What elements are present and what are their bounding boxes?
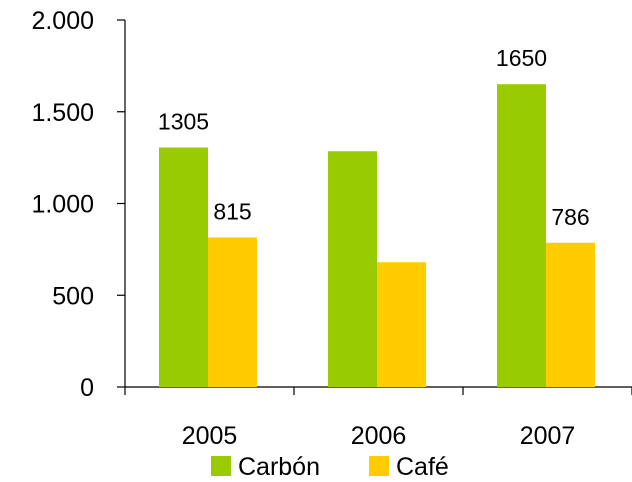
- y-tick-label: 2.000: [31, 7, 94, 35]
- legend-label: Café: [396, 453, 449, 481]
- bar-caf--2006: [377, 262, 426, 387]
- data-label: 1650: [496, 45, 547, 71]
- bar-carb-n-2005: [159, 147, 208, 387]
- data-label: 1305: [158, 109, 209, 135]
- bar-carb-n-2006: [328, 151, 377, 387]
- x-tick-label: 2006: [351, 422, 407, 450]
- data-label: 786: [551, 204, 589, 230]
- data-label: 815: [213, 198, 251, 224]
- legend-swatch: [369, 456, 389, 476]
- legend-label: Carbón: [238, 453, 320, 481]
- y-tick-label: 500: [52, 282, 94, 310]
- y-tick-label: 1.500: [31, 99, 94, 127]
- data-labels: 1305 1650 815 786: [158, 45, 590, 230]
- y-tick-label: 0: [80, 374, 94, 402]
- x-tick-label: 2007: [520, 422, 576, 450]
- x-axis-ticks: 2005 2006 2007: [124, 387, 632, 450]
- legend-swatch: [211, 456, 231, 476]
- x-tick-label: 2005: [182, 422, 238, 450]
- y-axis-ticks: 0 500 1.000 1.500 2.000: [31, 7, 125, 402]
- bar-caf--2007: [546, 242, 595, 387]
- bars: [159, 84, 595, 387]
- y-tick-label: 1.000: [31, 191, 94, 219]
- bar-carb-n-2007: [497, 84, 546, 387]
- legend: Carbón Café: [211, 453, 449, 481]
- bar-caf--2005: [208, 237, 257, 387]
